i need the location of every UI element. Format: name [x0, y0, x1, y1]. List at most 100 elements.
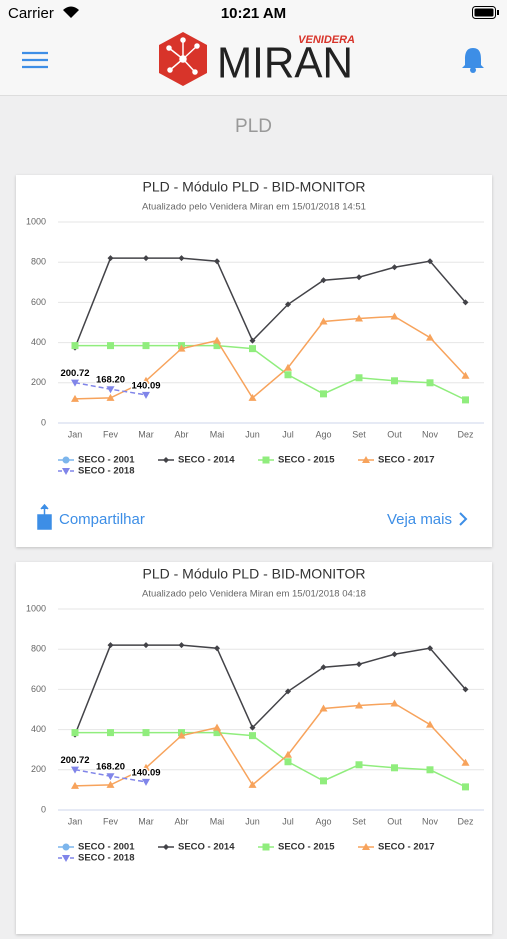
x-tick-label: Jun [245, 429, 260, 439]
legend-label[interactable]: SECO - 2015 [278, 455, 335, 466]
x-tick-label: Fev [103, 816, 119, 826]
marker [462, 783, 469, 791]
marker [285, 301, 291, 308]
y-tick-label: 400 [31, 724, 46, 734]
marker [461, 758, 470, 766]
marker [362, 843, 370, 850]
marker [143, 642, 149, 649]
logo: VENIDERA MIRAN [159, 32, 355, 88]
series-line [75, 731, 466, 788]
marker [106, 386, 115, 394]
chart-card: PLD - Módulo PLD - BID-MONITOR Atualizado… [16, 562, 492, 934]
marker [320, 390, 327, 398]
marker [106, 780, 115, 788]
data-label: 140.09 [131, 767, 160, 778]
x-tick-label: Abr [174, 816, 188, 826]
marker [249, 337, 256, 344]
marker [390, 699, 399, 707]
marker [461, 371, 470, 379]
page-title: PLD [235, 116, 272, 137]
marker [356, 274, 362, 281]
x-tick-label: Mai [210, 816, 225, 826]
marker [426, 766, 434, 774]
marker [320, 777, 327, 785]
x-tick-label: Out [387, 429, 402, 439]
marker [391, 264, 398, 271]
x-tick-label: Ago [315, 816, 331, 826]
chart-card: PLD - Módulo PLD - BID-MONITOR Atualizado… [16, 175, 492, 547]
notifications-button[interactable] [460, 46, 486, 74]
marker [163, 844, 169, 850]
marker [426, 379, 434, 387]
marker [319, 317, 328, 325]
marker [213, 723, 221, 731]
legend-label[interactable]: SECO - 2001 [78, 455, 135, 466]
legend-label[interactable]: SECO - 2014 [178, 842, 235, 853]
marker [107, 642, 114, 649]
logo-top: VENIDERA [298, 34, 355, 46]
marker [213, 342, 221, 350]
legend-label[interactable]: SECO - 2017 [378, 842, 435, 853]
marker [213, 729, 221, 737]
marker [462, 396, 469, 404]
marker [284, 363, 292, 371]
marker [391, 764, 398, 772]
marker [426, 720, 434, 728]
x-tick-label: Nov [422, 816, 439, 826]
x-tick-label: Mai [210, 429, 225, 439]
more-button[interactable]: Veja mais [387, 511, 452, 528]
marker [427, 258, 433, 265]
app-header: VENIDERA MIRAN [0, 26, 507, 96]
status-bar: Carrier 10:21 AM [0, 0, 507, 26]
marker [391, 377, 398, 385]
marker [107, 342, 114, 350]
marker [390, 312, 399, 320]
marker [106, 773, 115, 781]
marker [249, 732, 256, 740]
legend-label[interactable]: SECO - 2014 [178, 455, 235, 466]
chart-title: PLD - Módulo PLD - BID-MONITOR [142, 566, 365, 582]
marker [462, 686, 469, 693]
legend-label[interactable]: SECO - 2018 [78, 853, 135, 864]
marker [355, 314, 363, 322]
marker [177, 344, 186, 352]
marker [71, 342, 79, 350]
x-tick-label: Jan [68, 429, 83, 439]
data-label: 168.20 [96, 375, 125, 386]
marker [177, 731, 186, 739]
legend-label[interactable]: SECO - 2015 [278, 842, 335, 853]
x-tick-label: Jan [68, 816, 83, 826]
data-label: 200.72 [60, 368, 89, 379]
share-icon [37, 503, 52, 530]
marker [284, 371, 292, 379]
chart: PLD - Módulo PLD - BID-MONITOR Atualizado… [26, 179, 484, 530]
marker [71, 379, 79, 387]
series-line [74, 315, 467, 400]
marker [71, 394, 79, 402]
marker [248, 780, 257, 788]
y-tick-label: 0 [41, 417, 46, 427]
marker [143, 255, 149, 262]
menu-button[interactable] [22, 50, 48, 70]
x-tick-label: Ago [315, 429, 331, 439]
marker [249, 724, 256, 731]
battery-icon [472, 6, 499, 19]
share-button[interactable]: Compartilhar [59, 511, 145, 528]
marker [62, 855, 70, 862]
chart: PLD - Módulo PLD - BID-MONITOR Atualizado… [26, 566, 484, 864]
marker [427, 645, 433, 652]
legend-label[interactable]: SECO - 2018 [78, 466, 135, 477]
legend-label[interactable]: SECO - 2017 [378, 455, 435, 466]
y-tick-label: 1000 [26, 216, 46, 226]
series-line [75, 344, 466, 401]
marker [284, 750, 292, 758]
marker [355, 374, 363, 382]
x-tick-label: Fev [103, 429, 119, 439]
y-tick-label: 200 [31, 377, 46, 387]
marker [62, 456, 70, 464]
marker [178, 642, 185, 649]
marker [71, 766, 79, 774]
x-tick-label: Set [352, 429, 366, 439]
data-label: 168.20 [96, 762, 125, 773]
legend-label[interactable]: SECO - 2001 [78, 842, 135, 853]
